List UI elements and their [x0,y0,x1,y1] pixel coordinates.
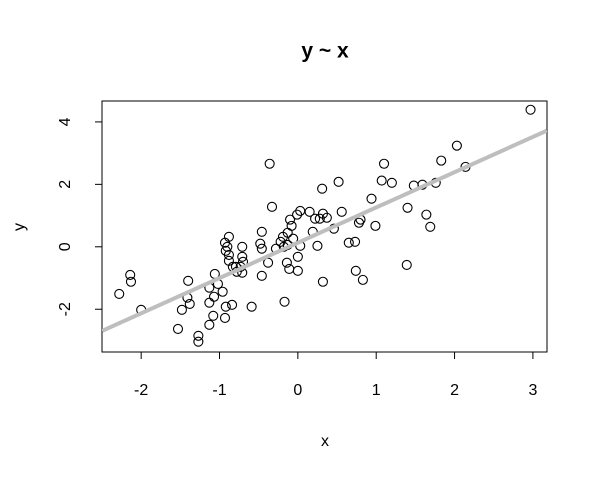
point [227,299,238,310]
point [317,183,328,194]
point [256,226,267,237]
point [284,263,295,275]
x-tick-label: -1 [212,382,226,399]
point [220,245,231,256]
point [204,319,215,330]
point [310,213,321,224]
point [183,275,194,286]
x-axis-label: x [321,433,329,450]
point [286,220,297,231]
point [370,220,381,231]
point [314,213,325,224]
point [204,297,215,308]
x-tick-label: 0 [293,382,302,399]
y-tick-label: 2 [57,180,74,189]
point [401,259,412,270]
point [451,140,462,151]
point [333,176,344,187]
y-tick-label: 4 [57,117,74,126]
point [219,312,231,324]
point [246,301,257,312]
point [193,330,204,341]
point [292,265,303,276]
point [312,240,323,251]
point [378,158,390,169]
x-tick-label: 1 [372,382,381,399]
point [357,274,368,285]
point [350,236,361,247]
point [125,269,136,280]
point [237,241,248,252]
point [284,214,296,225]
point [295,205,306,216]
point [317,208,328,219]
point [317,276,328,287]
point [525,104,536,115]
point [114,288,125,299]
point [275,236,286,247]
x-tick-label: 3 [528,382,537,399]
point [208,291,220,302]
point [193,336,204,347]
point [421,209,432,220]
y-axis-label: y [11,223,28,231]
point [172,323,184,334]
point [402,202,413,213]
point [386,177,397,188]
x-tick-label: 2 [450,382,459,399]
y-tick-label: 0 [57,242,74,251]
point [279,296,290,307]
point [256,243,267,254]
point [343,237,354,248]
point [217,286,228,297]
chart-title: y ~ x [301,40,349,63]
point [255,238,266,249]
y-tick-label: -2 [57,302,74,316]
point [292,209,303,220]
point [425,221,436,232]
point [366,193,377,204]
point [264,158,275,169]
point [350,265,361,276]
point [436,155,447,166]
plot-box [101,100,548,353]
point [376,175,387,186]
point [266,201,278,212]
x-tick-label: -2 [134,382,148,399]
point [125,276,137,287]
point [176,304,187,315]
point [223,231,234,242]
point [237,251,248,262]
point [208,310,219,321]
point [336,206,347,217]
point [277,231,289,242]
point [220,301,231,312]
point [256,270,267,281]
point [304,206,315,217]
regression-line [102,128,547,333]
point [184,298,195,309]
point [292,251,303,262]
point [281,257,292,268]
